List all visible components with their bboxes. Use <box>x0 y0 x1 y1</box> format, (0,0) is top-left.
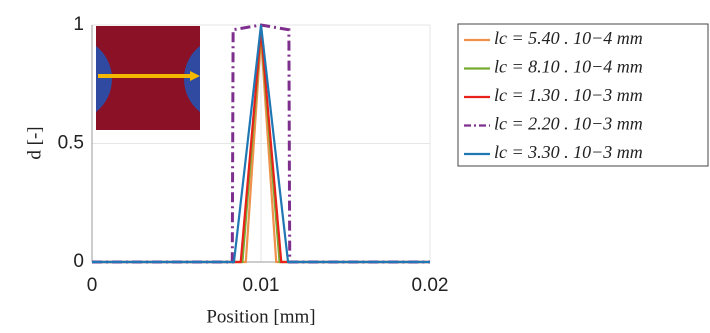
y-tick-label: 1 <box>73 14 84 35</box>
inset-image <box>96 26 200 130</box>
legend-label: lc = 5.40 . 10−4 mm <box>494 28 643 48</box>
legend-label: lc = 2.20 . 10−3 mm <box>494 114 643 134</box>
y-axis-label: d [-] <box>24 126 45 159</box>
x-tick-label: 0.02 <box>412 275 449 296</box>
line-series <box>92 24 430 264</box>
legend-label: lc = 1.30 . 10−3 mm <box>494 85 643 105</box>
legend-label: lc = 8.10 . 10−4 mm <box>494 57 643 77</box>
legend-label: lc = 3.30 . 10−3 mm <box>494 142 643 162</box>
y-tick-label: 0 <box>73 251 84 272</box>
x-tick-label: 0 <box>87 275 98 296</box>
y-tick-label: 0.5 <box>58 133 84 154</box>
legend-box <box>457 23 709 167</box>
x-axis-label: Position [mm] <box>206 306 315 327</box>
x-tick-label: 0.01 <box>243 275 280 296</box>
